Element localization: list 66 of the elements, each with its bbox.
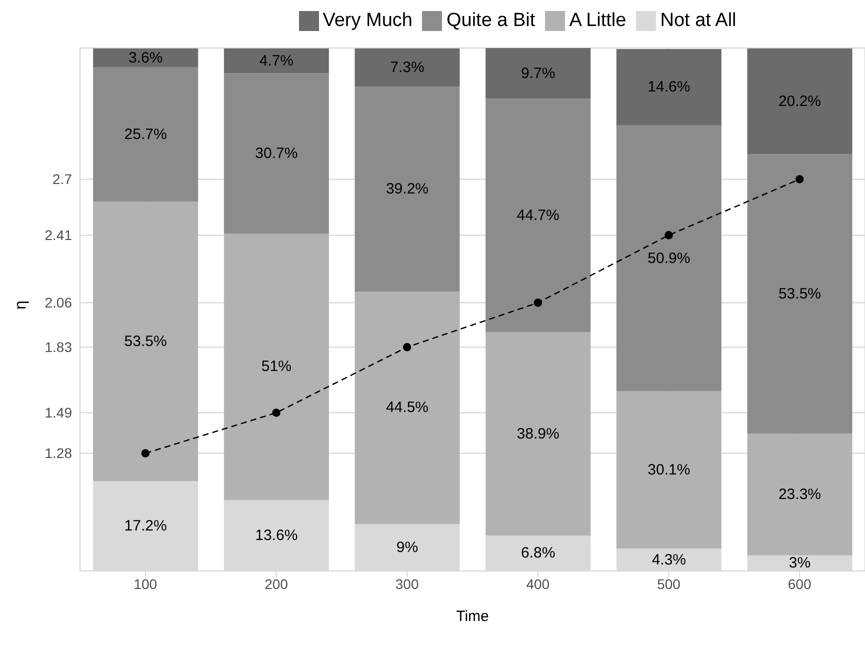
bar [747,434,852,556]
bar [486,48,591,99]
bar [486,332,591,536]
bar [616,125,722,392]
legend-label: Quite a Bit [446,10,536,31]
bar [93,48,198,68]
data-label: 39.2% [386,180,429,198]
y-tick-label: 1.49 [44,404,72,421]
legend-label: A Little [569,10,626,31]
point [141,449,150,458]
bar [616,391,722,549]
bar [354,86,460,292]
data-label: 6.8% [520,544,556,562]
bar [747,154,852,434]
bar [224,48,329,74]
legend-label: Very Much [322,10,412,31]
data-label: 53.5% [778,285,822,302]
y-tick-label: 1.28 [44,445,72,462]
point [272,408,280,417]
data-label: 25.7% [124,126,167,143]
bar [354,291,460,524]
bar [616,49,722,126]
data-label: 14.6% [648,78,690,96]
bar [354,48,460,87]
data-label: 9% [396,538,418,556]
x-axis-title: Time [456,608,489,625]
data-label: 13.6% [255,526,298,544]
data-label: 38.9% [516,425,560,442]
x-tick-label: 400 [526,576,550,592]
data-label: 51% [261,358,292,376]
data-label: 50.9% [648,250,690,267]
legend-label: Not at All [660,10,736,31]
bar [224,233,329,500]
bar [93,202,198,482]
bar [486,98,591,332]
data-label: 7.3% [390,59,424,76]
x-tick-label: 600 [788,576,812,592]
y-tick-label: 2.41 [44,227,72,244]
x-tick-label: 100 [134,576,158,592]
y-tick-label: 2.7 [52,171,72,188]
x-tick-label: 500 [657,576,681,592]
bar [747,48,852,154]
point [664,231,673,240]
data-label: 44.7% [516,206,560,224]
bar [224,73,329,234]
y-axis-title: η [12,300,30,310]
y-tick-label: 1.83 [44,339,72,356]
data-label: 20.2% [778,92,822,110]
data-label: 53.5% [124,332,167,350]
data-label: 23.3% [778,486,822,503]
data-label: 4.3% [652,551,686,568]
point [534,298,542,307]
data-label: 3% [788,554,811,572]
y-tick-label: 2.06 [44,294,72,311]
point [795,175,804,184]
data-label: 9.7% [520,64,556,82]
bar [93,67,198,202]
data-label: 17.2% [124,518,167,535]
data-label: 30.1% [648,461,690,478]
x-tick-label: 300 [395,576,419,592]
data-label: 4.7% [259,52,294,70]
data-label: 44.5% [386,399,429,416]
data-label: 3.6% [128,49,163,66]
data-label: 30.7% [255,144,298,162]
x-tick-label: 200 [264,576,288,592]
point [402,342,412,352]
